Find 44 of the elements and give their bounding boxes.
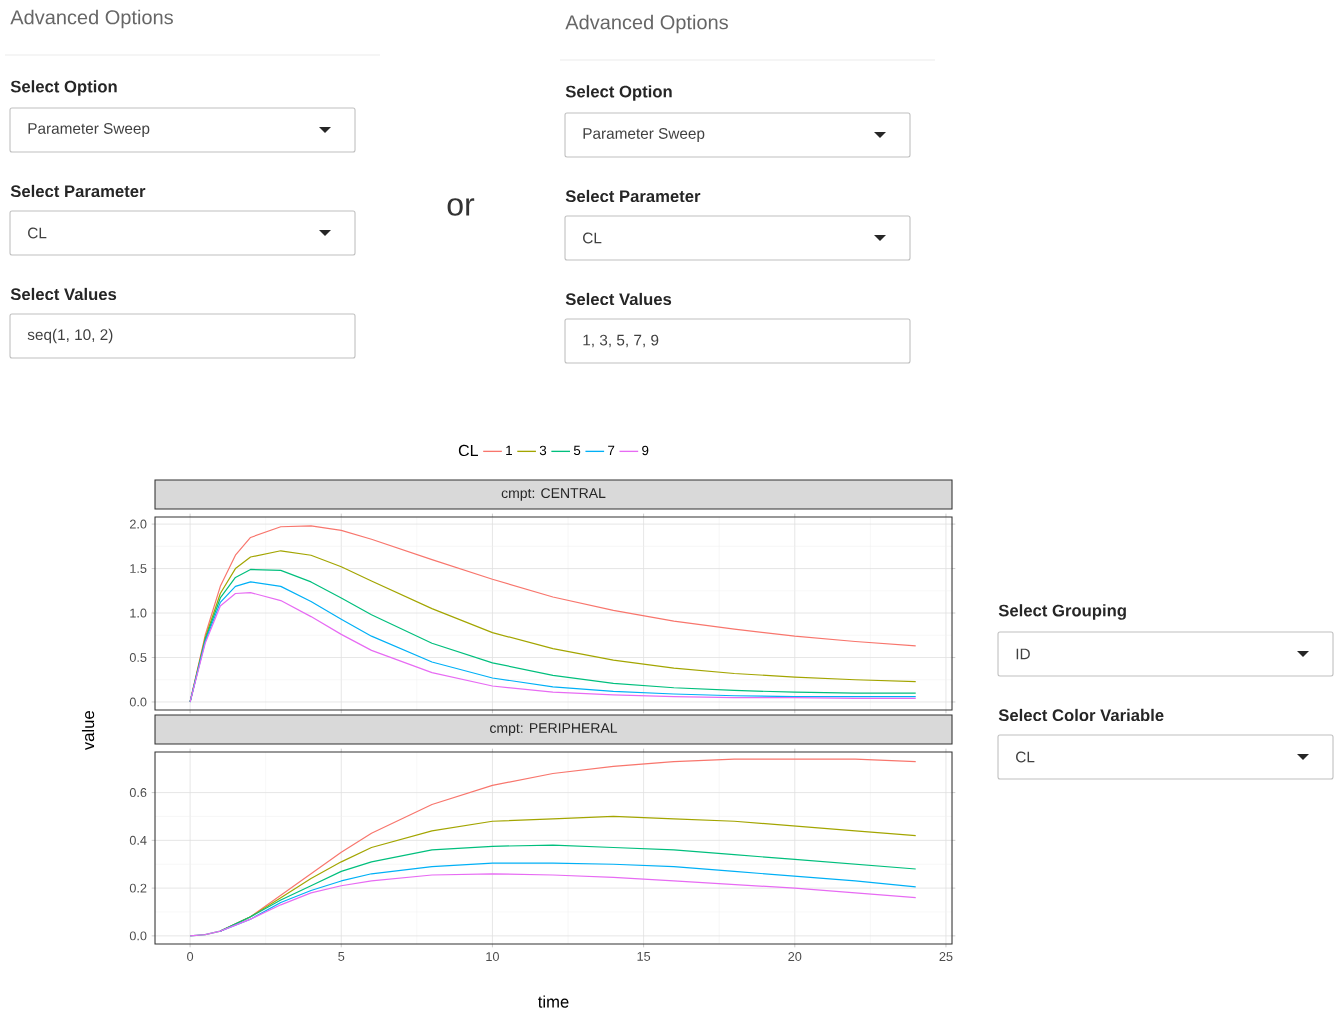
legend-label: 9: [642, 445, 649, 456]
y-tick-label: 1.0: [130, 608, 147, 618]
x-tick-label: 10: [486, 951, 499, 961]
text: Select Color Variable: [998, 708, 1164, 722]
text: CL: [28, 227, 47, 239]
y-tick-label: 0.4: [129, 835, 147, 845]
x-tick-label: 0: [187, 951, 194, 961]
x-tick-label: 20: [788, 951, 802, 961]
text: Select Values: [10, 287, 117, 301]
y-tick-label: 0.0: [129, 931, 147, 941]
legend-label: 1: [506, 445, 512, 455]
text: CL: [583, 232, 602, 244]
text: Select Grouping: [998, 604, 1126, 620]
text: Parameter Sweep: [28, 122, 150, 137]
text: Advanced Options: [565, 14, 728, 34]
x-tick-label: 5: [338, 951, 345, 961]
y-tick-label: 0.5: [129, 652, 147, 662]
text: 1, 3, 5, 7, 9: [583, 334, 659, 348]
text: Select Option: [565, 85, 672, 101]
y-tick-label: 0.2: [129, 883, 147, 893]
legend-title: CL: [458, 444, 478, 457]
chart-title: cmpt: PERIPHERAL: [490, 723, 618, 736]
chart-title: cmpt: CENTRAL: [501, 488, 606, 501]
text: Select Parameter: [10, 184, 146, 198]
y-tick-label: 1.5: [130, 564, 147, 573]
x-tick-label: 15: [637, 951, 651, 961]
text: Parameter Sweep: [583, 127, 705, 142]
y-tick-label: 2.0: [129, 519, 147, 529]
text: seq(1, 10, 2): [27, 328, 113, 344]
legend-label: 7: [608, 445, 615, 455]
x-axis-title: time: [538, 995, 569, 1008]
y-tick-label: 0.6: [129, 788, 147, 797]
text: Select Values: [565, 292, 672, 306]
y-tick-label: 0.0: [129, 697, 147, 707]
text: or: [447, 198, 475, 216]
y-axis-title: value: [81, 711, 95, 751]
legend-label: 3: [539, 445, 547, 456]
text: Advanced Options: [10, 9, 173, 29]
legend-label: 5: [573, 445, 581, 455]
x-tick-label: 25: [939, 951, 953, 961]
text: Select Option: [10, 80, 117, 96]
text: Select Parameter: [565, 189, 701, 203]
text: CL: [1016, 751, 1035, 763]
text: ID: [1016, 648, 1030, 660]
